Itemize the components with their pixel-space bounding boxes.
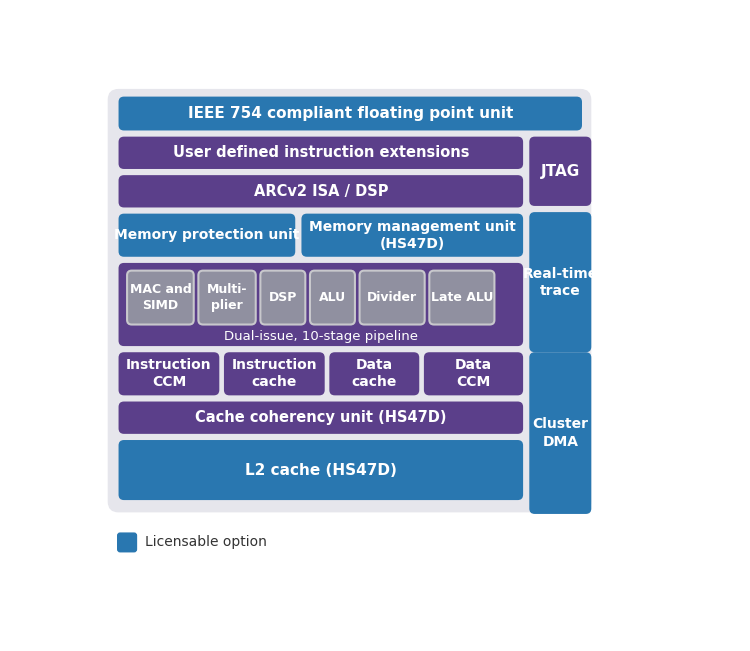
FancyBboxPatch shape [260, 271, 305, 324]
Text: L2 cache (HS47D): L2 cache (HS47D) [245, 463, 397, 478]
FancyBboxPatch shape [302, 214, 523, 256]
FancyBboxPatch shape [429, 271, 494, 324]
FancyBboxPatch shape [118, 96, 582, 130]
Text: Instruction
cache: Instruction cache [232, 358, 317, 389]
Text: Licensable option: Licensable option [145, 535, 267, 549]
Text: MAC and
SIMD: MAC and SIMD [130, 283, 191, 312]
FancyBboxPatch shape [530, 212, 591, 352]
Text: DSP: DSP [268, 291, 297, 304]
FancyBboxPatch shape [424, 352, 523, 395]
Text: Data
CCM: Data CCM [455, 358, 492, 389]
Text: Real-time
trace: Real-time trace [523, 266, 598, 298]
FancyBboxPatch shape [530, 352, 591, 514]
FancyBboxPatch shape [198, 271, 256, 324]
FancyBboxPatch shape [127, 271, 194, 324]
Text: Cache coherency unit (HS47D): Cache coherency unit (HS47D) [195, 410, 446, 425]
FancyBboxPatch shape [108, 89, 591, 512]
Text: Late ALU: Late ALU [430, 291, 493, 304]
FancyBboxPatch shape [530, 137, 591, 206]
Text: Data
cache: Data cache [352, 358, 397, 389]
FancyBboxPatch shape [224, 352, 325, 395]
Text: Memory protection unit: Memory protection unit [114, 229, 299, 242]
FancyBboxPatch shape [117, 533, 137, 553]
Text: ARCv2 ISA / DSP: ARCv2 ISA / DSP [254, 184, 388, 199]
FancyBboxPatch shape [118, 214, 296, 256]
Text: Cluster
DMA: Cluster DMA [532, 417, 588, 449]
FancyBboxPatch shape [310, 271, 355, 324]
FancyBboxPatch shape [118, 263, 523, 346]
Text: Divider: Divider [367, 291, 417, 304]
Text: Dual-issue, 10-stage pipeline: Dual-issue, 10-stage pipeline [224, 329, 418, 342]
FancyBboxPatch shape [118, 352, 219, 395]
Text: JTAG: JTAG [541, 164, 580, 179]
Text: Multi-
plier: Multi- plier [207, 283, 248, 312]
FancyBboxPatch shape [118, 440, 523, 500]
Text: Instruction
CCM: Instruction CCM [126, 358, 212, 389]
FancyBboxPatch shape [118, 402, 523, 434]
FancyBboxPatch shape [118, 175, 523, 208]
FancyBboxPatch shape [329, 352, 419, 395]
Text: ALU: ALU [319, 291, 346, 304]
Text: User defined instruction extensions: User defined instruction extensions [172, 145, 469, 160]
Text: IEEE 754 compliant floating point unit: IEEE 754 compliant floating point unit [188, 106, 513, 121]
FancyBboxPatch shape [118, 137, 523, 169]
FancyBboxPatch shape [359, 271, 424, 324]
Text: Memory management unit
(HS47D): Memory management unit (HS47D) [309, 219, 516, 251]
